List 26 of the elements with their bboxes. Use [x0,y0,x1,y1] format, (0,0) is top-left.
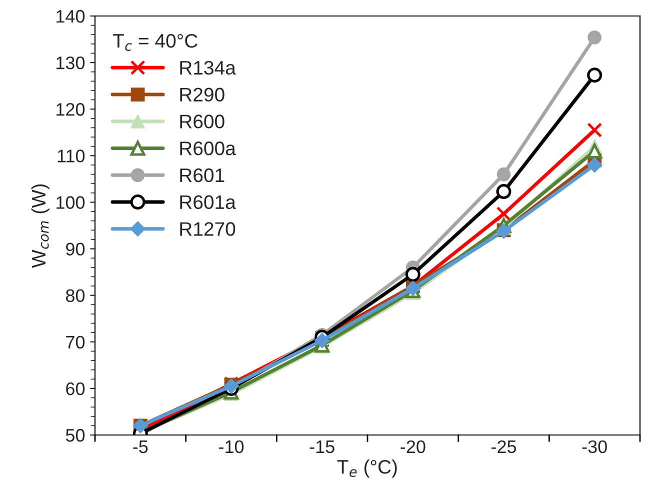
y-tick-label: 100 [56,196,85,209]
y-tick-label: 60 [66,382,85,396]
y-tick-label: 50 [66,428,85,442]
x-tick-label: -25 [492,440,516,454]
legend-label: R290 [180,88,224,102]
legend-label: R600 [180,114,224,128]
x-tick-label: -15 [310,440,334,454]
y-tick-label: 80 [66,289,85,302]
y-tick-label: 120 [56,103,85,116]
x-tick-label: -30 [582,440,607,454]
legend-label: R134a [180,60,236,75]
x-tick-label: -10 [219,440,244,454]
legend-label: R601a [180,195,236,210]
y-axis-title: W$_{com}$ (W) [31,184,50,268]
x-tick-label: -5 [133,440,148,454]
x-tick-label: -20 [400,440,426,454]
y-tick-label: 140 [56,10,85,23]
legend-label: R600a [180,142,236,156]
y-tick-label: 90 [66,242,85,256]
legend-title: T$_{c}$ = 40°C [112,34,198,51]
y-tick-label: 70 [66,336,85,349]
legend-label: R1270 [180,222,236,236]
x-axis-title: T$_{e}$ (°C) [337,459,397,478]
legend-label: R601 [180,168,224,182]
y-tick-label: 130 [56,56,85,70]
y-tick-label: 110 [58,150,85,162]
